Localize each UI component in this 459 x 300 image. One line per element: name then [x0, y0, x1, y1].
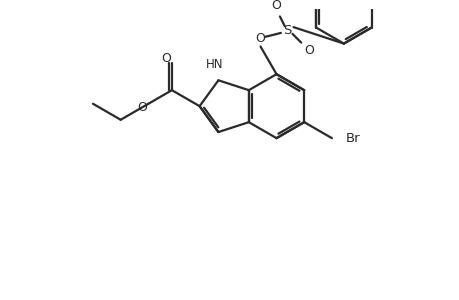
Text: O: O [161, 52, 171, 64]
Text: Br: Br [345, 132, 359, 145]
Text: O: O [255, 32, 265, 45]
Text: HN: HN [205, 58, 223, 70]
Text: O: O [137, 101, 147, 114]
Text: O: O [270, 0, 280, 12]
Text: O: O [303, 44, 313, 57]
Text: S: S [283, 25, 291, 38]
